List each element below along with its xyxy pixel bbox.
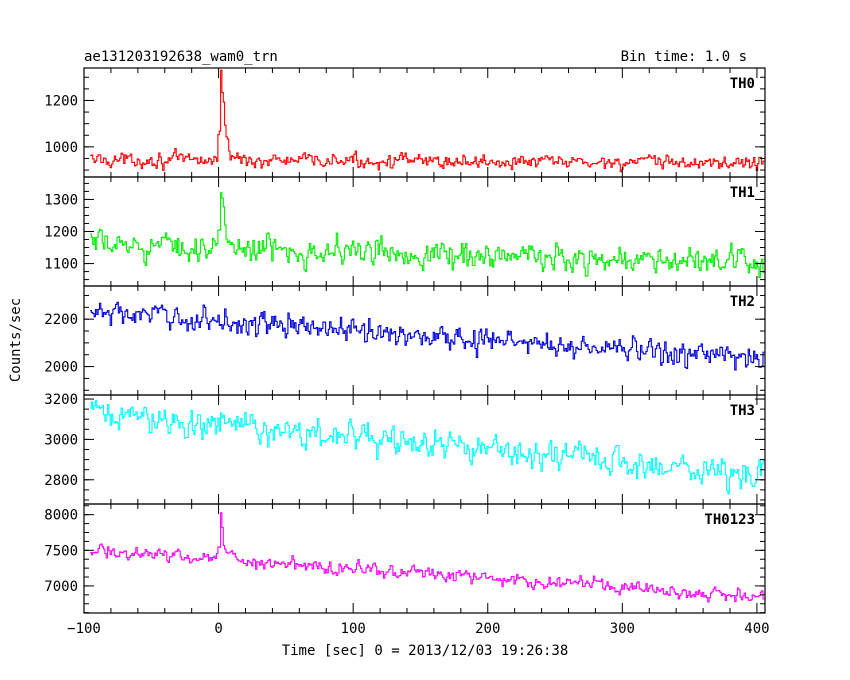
series-line-th2 <box>90 301 765 371</box>
x-tick-label: 200 <box>475 621 500 637</box>
x-tick-label: 0 <box>214 621 222 637</box>
bin-time-label: Bin time: 1.0 s <box>621 49 747 65</box>
x-tick-label: 300 <box>610 621 635 637</box>
panels-group: TH0 1000 1200 TH1 1100 1200 1300 TH2 2000 2200 TH3… <box>44 67 766 614</box>
y-tick-label: 1100 <box>44 257 78 273</box>
chart-title: ae131203192638_wam0_trn <box>84 49 278 65</box>
y-tick-label: 2000 <box>44 360 78 376</box>
panel-frame <box>83 176 766 287</box>
x-axis-label: Time [sec] 0 = 2013/12/03 19:26:38 <box>282 643 569 659</box>
panel-th2: TH2 2000 2200 <box>44 285 766 396</box>
panel-label-th0: TH0 <box>730 76 755 92</box>
panel-label-th2: TH2 <box>730 294 755 310</box>
x-tick-label: −100 <box>67 621 101 637</box>
series-line-th0 <box>90 69 765 173</box>
y-tick-label: 1200 <box>44 225 78 241</box>
x-tick-labels: −100 0 100 200 300 400 <box>67 621 769 637</box>
x-tick-label: 100 <box>341 621 366 637</box>
panel-frame <box>83 394 766 505</box>
panel-th0: TH0 1000 1200 <box>44 67 766 178</box>
panel-th3: TH3 2800 3000 3200 <box>44 392 766 505</box>
panel-label-th3: TH3 <box>730 403 755 419</box>
y-tick-label: 7000 <box>44 579 78 595</box>
panel-frame <box>83 503 766 614</box>
y-tick-label: 1300 <box>44 192 78 208</box>
panel-th0123: TH0123 7000 7500 8000 <box>44 503 766 614</box>
panel-label-th1: TH1 <box>730 185 755 201</box>
y-tick-label: 1200 <box>44 93 78 109</box>
y-tick-label: 8000 <box>44 508 78 524</box>
y-tick-label: 2800 <box>44 473 78 489</box>
y-tick-label: 3200 <box>44 392 78 408</box>
panel-frame <box>83 285 766 396</box>
panel-th1: TH1 1100 1200 1300 <box>44 176 766 287</box>
series-line-th1 <box>90 192 765 278</box>
y-axis-label: Counts/sec <box>8 298 24 382</box>
y-tick-label: 7500 <box>44 543 78 559</box>
x-tick-label: 400 <box>744 621 769 637</box>
series-line-th3 <box>90 399 765 495</box>
series-line-th0123 <box>90 512 765 603</box>
panel-label-th0123: TH0123 <box>704 512 755 528</box>
y-tick-label: 1000 <box>44 140 78 156</box>
y-tick-label: 3000 <box>44 432 78 448</box>
y-tick-label: 2200 <box>44 312 78 328</box>
